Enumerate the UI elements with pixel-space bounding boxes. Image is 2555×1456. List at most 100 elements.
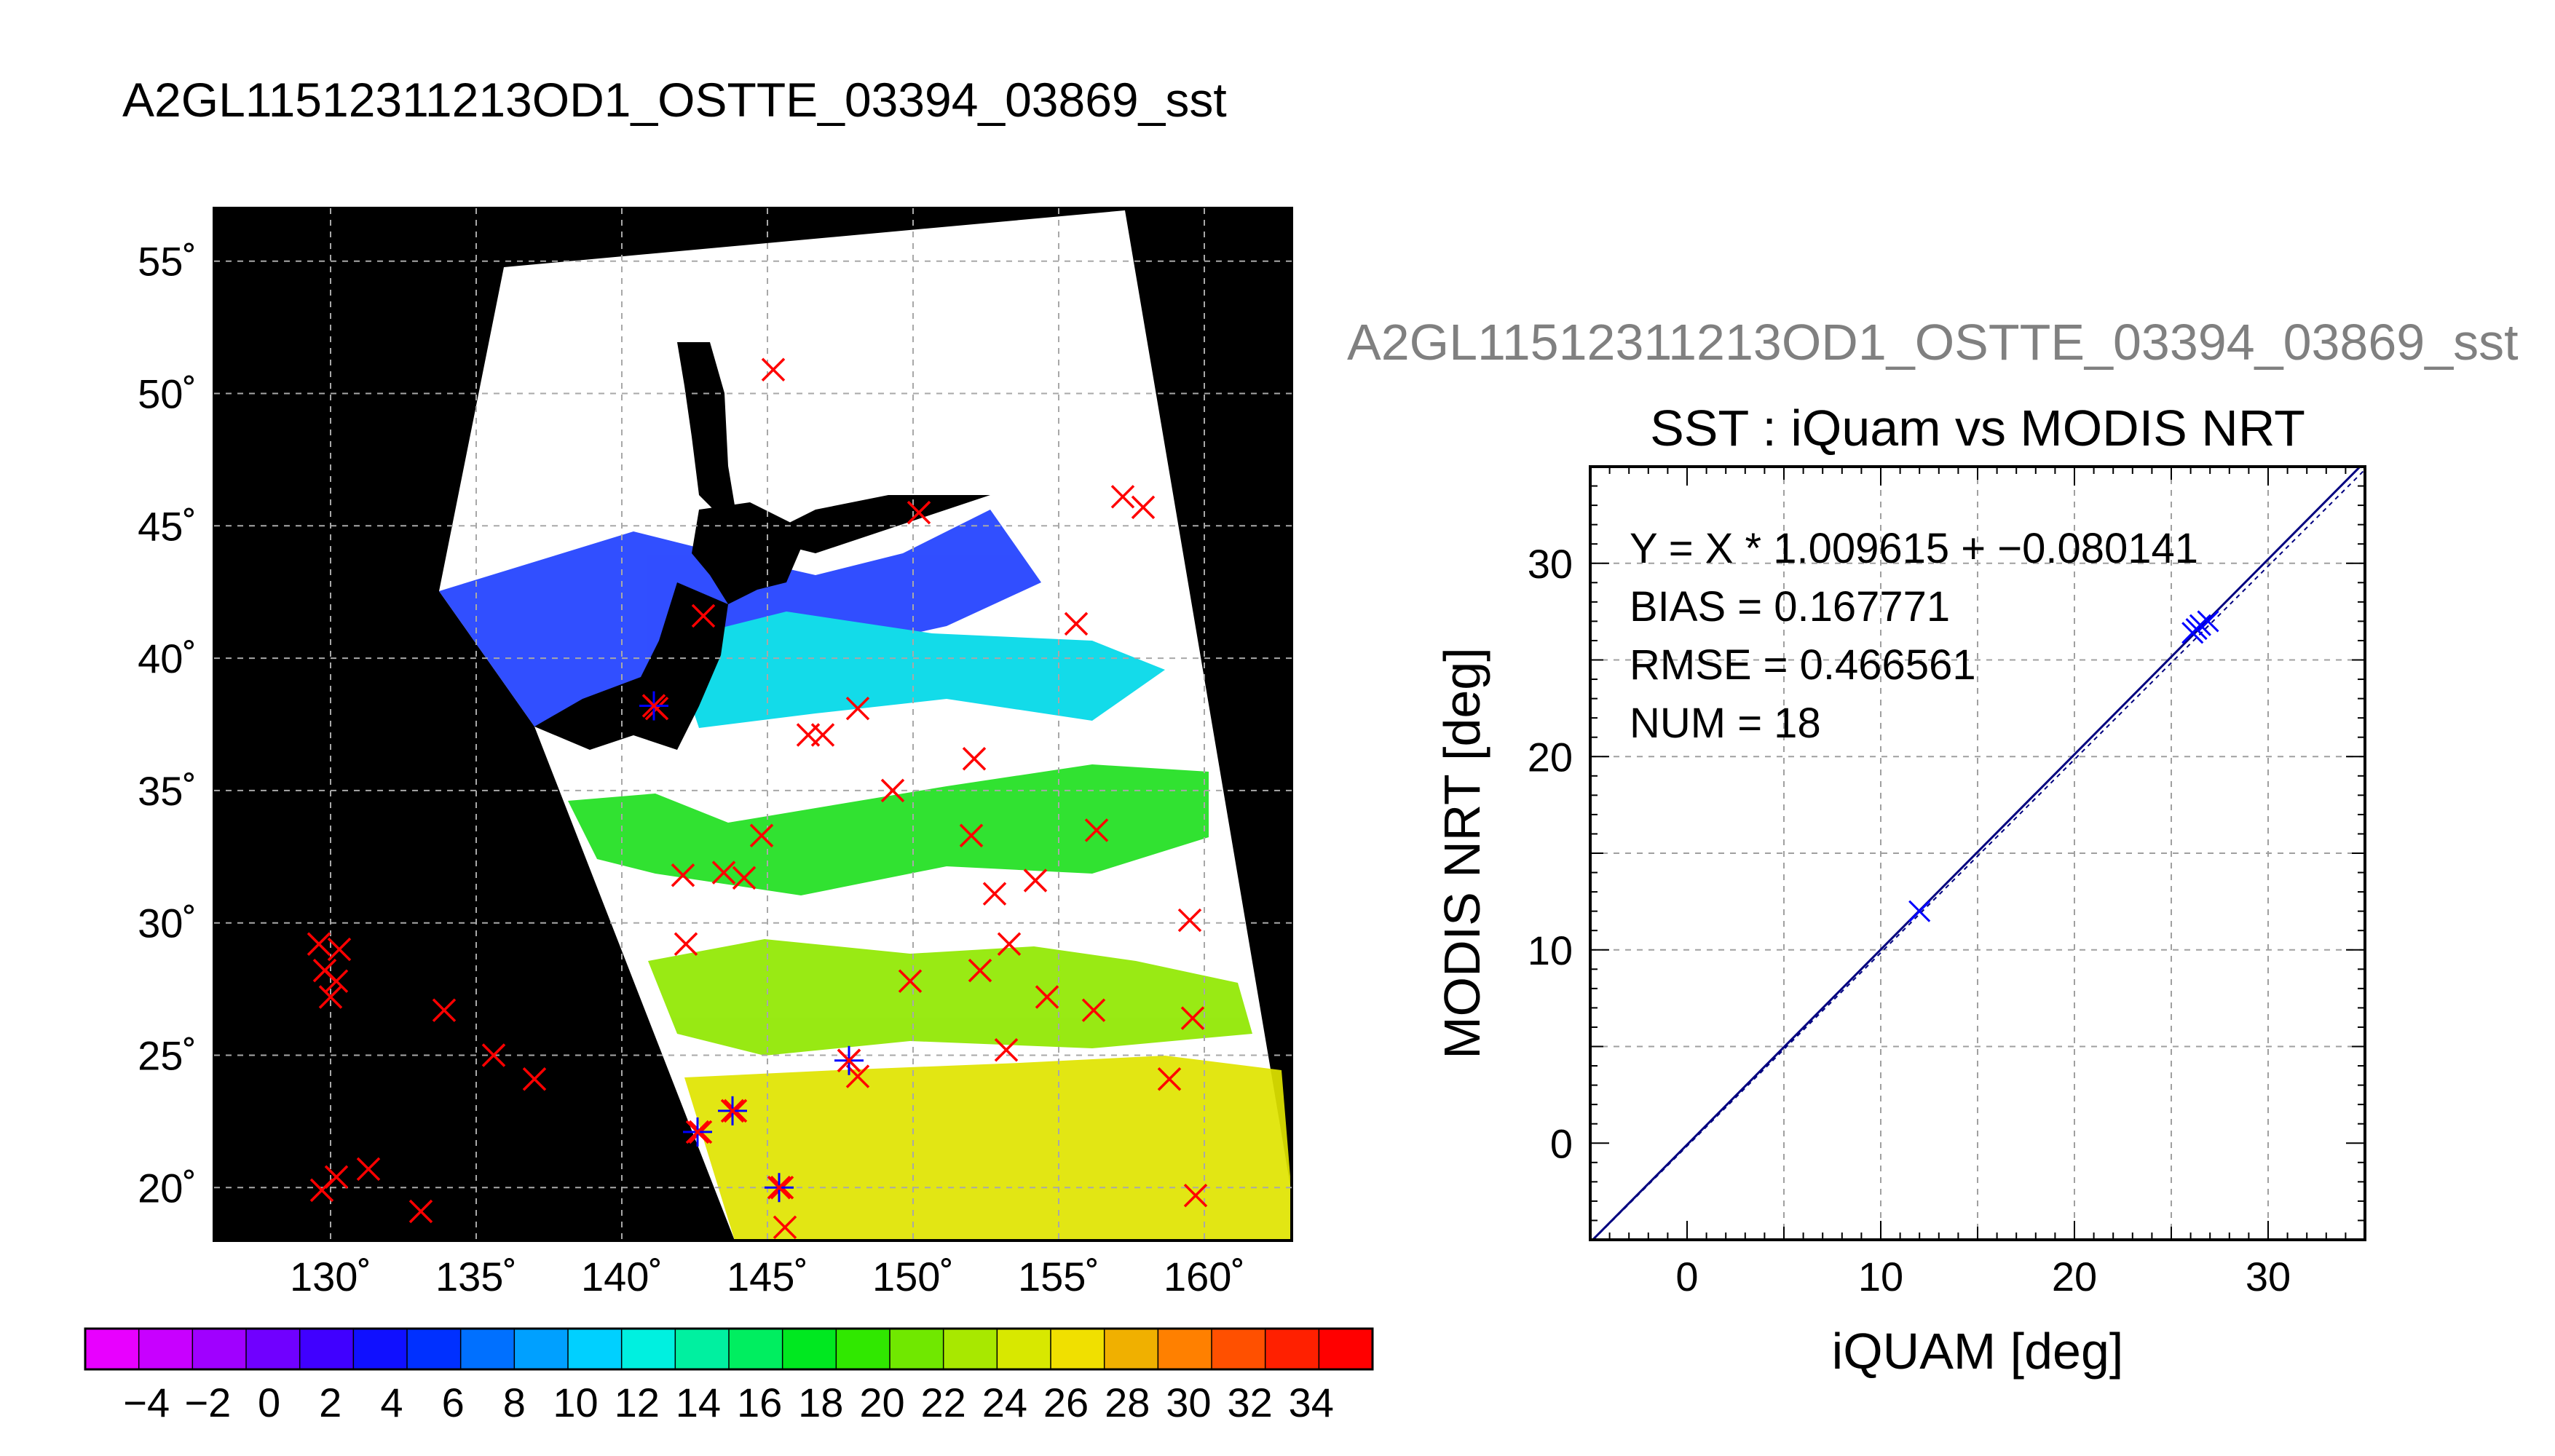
colorbar-tick-label: 4 [380, 1380, 403, 1425]
iquam-marker-stroke-b [732, 866, 757, 890]
colorbar-tick-label: 6 [442, 1380, 465, 1425]
matched-marker-cross [837, 1048, 861, 1072]
scatter-ylabel: MODIS NRT [deg] [1434, 647, 1490, 1059]
iquam-marker-stroke-b [309, 1178, 334, 1203]
scatter-panel: A2GL11512311213OD1_OSTTE_03394_03869_sst… [1347, 314, 2519, 1380]
iquam-marker-stroke-b [711, 860, 736, 885]
colorbar-cell [138, 1329, 193, 1369]
iquam-marker-stroke-b [324, 969, 349, 993]
iquam-marker [356, 1157, 381, 1182]
iquam-marker [1180, 1006, 1205, 1030]
iquam-marker-stroke-b [1084, 818, 1109, 842]
matched-marker [765, 1173, 794, 1203]
colorbar-labels: −4 −2 0 2 4 6 8 10 12 14 16 18 20 22 24 26 28 30 32 34 [123, 1380, 1334, 1425]
scatter-y-tick-label: 0 [1550, 1120, 1573, 1166]
longitude-tick-label: 150˚ [872, 1254, 954, 1299]
matched-marker-cross [767, 1176, 791, 1200]
iquam-marker-stroke-b [1064, 612, 1089, 636]
colorbar-cell [621, 1329, 676, 1369]
latitude-labels: 55˚ 50˚ 45˚ 40˚ 35˚ 30˚ 25˚ 20˚ [138, 239, 197, 1211]
scatter-x-tick-label: 20 [2052, 1254, 2097, 1299]
colorbar-cell [246, 1329, 301, 1369]
latitude-tick-label: 25˚ [138, 1032, 197, 1078]
matched-marker [683, 1117, 712, 1147]
iquam-marker [711, 860, 736, 885]
longitude-tick-label: 130˚ [290, 1254, 371, 1299]
latitude-tick-label: 50˚ [138, 371, 197, 417]
iquam-marker [962, 747, 987, 771]
colorbar-cell [1319, 1329, 1373, 1369]
colorbar-cell [943, 1329, 998, 1369]
longitude-tick-label: 140˚ [581, 1254, 663, 1299]
iquam-marker-stroke-b [773, 1215, 797, 1240]
scatter-y-tick-labels: 0 10 20 30 [1528, 541, 1573, 1167]
colorbar-cell [836, 1329, 891, 1369]
longitude-tick-label: 145˚ [727, 1254, 808, 1299]
iquam-marker [318, 985, 343, 1009]
matched-marker-cross-stroke-b [685, 1120, 710, 1144]
matched-marker-cross-stroke-b [837, 1048, 861, 1072]
sst-patch-mid [568, 764, 1209, 895]
fit-line [1591, 467, 2362, 1240]
iquam-marker-stroke-b [810, 723, 835, 747]
longitude-tick-label: 135˚ [435, 1254, 517, 1299]
matched-marker-cross [641, 694, 666, 718]
iquam-marker-stroke-b [959, 823, 984, 847]
colorbar-tick-label: 8 [503, 1380, 526, 1425]
longitude-tick-label: 155˚ [1018, 1254, 1099, 1299]
fit-equation: Y = X * 1.009615 + −0.080141 [1630, 525, 2198, 572]
sst-map: 55˚ 50˚ 45˚ 40˚ 35˚ 30˚ 25˚ 20˚ 130˚ 135˚ 140˚ 145… [138, 207, 1293, 1299]
matched-marker-cross-stroke-b [641, 694, 666, 718]
iquam-marker [732, 866, 757, 890]
map-gridlines [214, 208, 1292, 1241]
matched-markers [639, 691, 864, 1203]
iquam-marker [674, 932, 698, 957]
latitude-tick-label: 35˚ [138, 768, 197, 814]
colorbar: −4 −2 0 2 4 6 8 10 12 14 16 18 20 22 24 26 28 30 32 34 [84, 1327, 1374, 1425]
matched-marker-cross-stroke-b [720, 1099, 745, 1123]
iquam-marker-stroke-b [327, 937, 352, 962]
iquam-marker-stroke-b [997, 932, 1022, 957]
iquam-marker [1157, 1067, 1182, 1091]
matched-marker [639, 691, 668, 721]
latitude-tick-label: 30˚ [138, 901, 197, 946]
iquam-marker-stroke-b [845, 1064, 870, 1088]
iquam-marker-stroke-b [962, 747, 987, 771]
land-sakhalin [677, 342, 735, 517]
colorbar-frame [84, 1327, 1374, 1371]
colorbar-cell [782, 1329, 837, 1369]
land-korea-islet [400, 521, 430, 539]
colorbar-tick-label: 0 [258, 1380, 280, 1425]
iquam-marker-stroke-b [1110, 485, 1135, 509]
longitude-tick-label: 160˚ [1164, 1254, 1245, 1299]
matched-marker-cross-stroke-b [767, 1176, 791, 1200]
iquam-marker [773, 1215, 797, 1240]
map-frame [213, 207, 1293, 1242]
iquam-marker [522, 1067, 547, 1091]
iquam-marker-stroke-b [982, 882, 1007, 906]
iquam-marker [968, 958, 992, 983]
colorbar-tick-label: 24 [982, 1380, 1027, 1425]
colorbar-cell [1212, 1329, 1266, 1369]
iquam-marker-stroke-b [749, 823, 774, 847]
iquam-marker [907, 500, 931, 525]
iquam-marker [845, 1064, 870, 1088]
colorbar-tick-label: 22 [921, 1380, 966, 1425]
colorbar-cell [1265, 1329, 1319, 1369]
iquam-marker [671, 863, 695, 887]
iquam-marker-stroke-b [968, 958, 992, 983]
scatter-y-tick-label: 10 [1528, 927, 1573, 973]
bias-value: BIAS = 0.167771 [1630, 583, 1950, 630]
colorbar-cell [1158, 1329, 1212, 1369]
iquam-marker [994, 1037, 1019, 1062]
iquam-marker [408, 1199, 433, 1224]
scatter-point [1908, 900, 1931, 922]
iquam-marker [481, 1043, 506, 1067]
colorbar-cell [1104, 1329, 1158, 1369]
scatter-point [2197, 610, 2219, 633]
iquam-marker [1177, 908, 1202, 933]
num-value: NUM = 18 [1630, 700, 1821, 747]
iquam-marker-stroke-b [1177, 908, 1202, 933]
iquam-marker-stroke-b [1023, 869, 1048, 893]
iquam-marker-stroke-b [845, 696, 870, 721]
